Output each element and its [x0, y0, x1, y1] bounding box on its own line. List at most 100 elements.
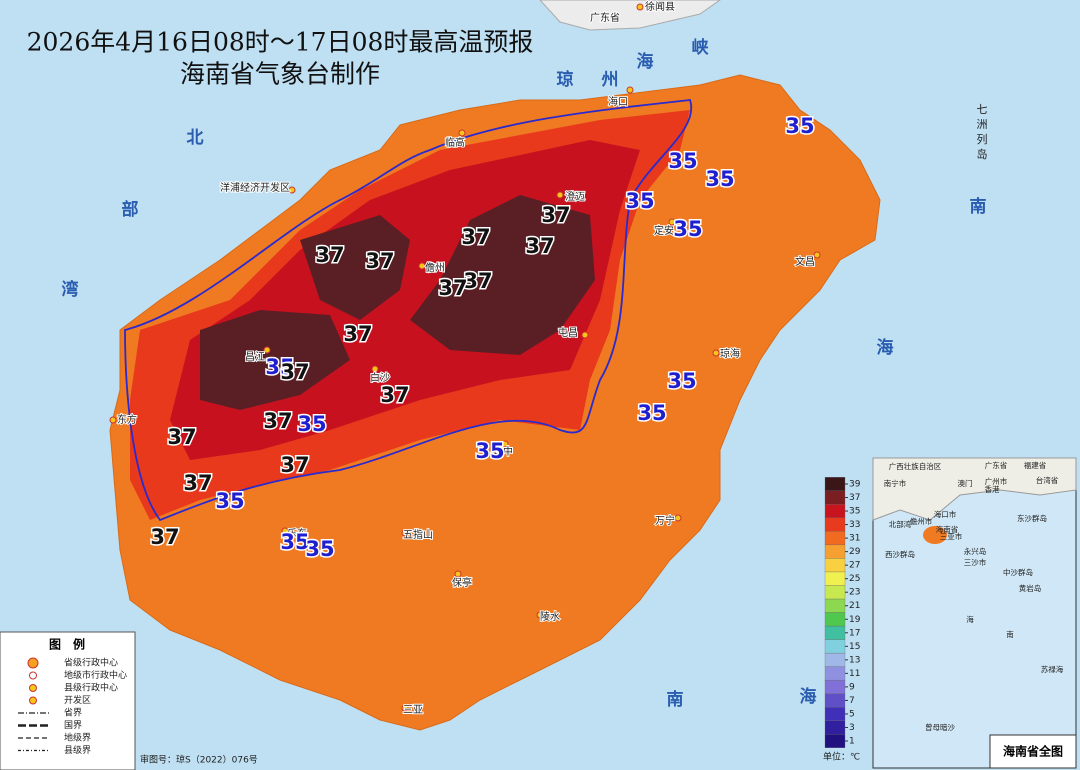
contour-label: 35 — [673, 217, 702, 241]
sea-label: 洲 — [977, 118, 988, 131]
place-label: 澄迈 — [565, 190, 585, 203]
place-label: 琼海 — [720, 347, 740, 360]
contour-label: 37 — [380, 383, 409, 407]
colorbar-label: 3 — [849, 723, 855, 733]
legend-symbol — [29, 684, 37, 692]
place-label: 广东省 — [590, 11, 620, 24]
inset-label: 海南省 — [936, 524, 959, 534]
legend-label: 省级行政中心 — [64, 657, 118, 669]
contour-line — [124, 99, 693, 522]
inset-label: 黄岩岛 — [1019, 583, 1042, 593]
contour-label: 37 — [263, 409, 292, 433]
inset-label: 广州市 — [985, 476, 1008, 486]
place-label: 临高 — [445, 136, 465, 149]
place-marker — [501, 440, 509, 448]
colorbar-label: 13 — [849, 655, 860, 665]
inset-label: 东沙群岛 — [1017, 513, 1047, 523]
contour-label: 35 — [265, 355, 294, 379]
colorbar-swatch — [824, 558, 846, 573]
place-label: 乐东 — [287, 527, 307, 540]
legend-label: 国界 — [64, 720, 82, 731]
place-label: 五指山 — [403, 528, 433, 541]
inset-land — [872, 457, 1077, 521]
colorbar-swatch — [824, 720, 846, 735]
colorbar-swatch — [824, 734, 846, 748]
contour-label: 35 — [215, 489, 244, 513]
region-39 — [410, 195, 595, 355]
inset-label: 海口市 — [934, 509, 957, 519]
place-label: 洋浦经济开发区 — [220, 181, 290, 194]
contour-label: 37 — [167, 425, 196, 449]
place-label: 海口 — [608, 95, 628, 108]
inset-hainan — [923, 526, 947, 544]
place-marker — [458, 129, 466, 137]
contour-label: 37 — [150, 525, 179, 549]
place-marker — [288, 186, 296, 194]
colorbar-swatch — [824, 517, 846, 532]
colorbar-label: 29 — [849, 547, 861, 557]
colorbar-label: 1 — [849, 737, 855, 747]
place-label: 文昌 — [795, 255, 815, 268]
inset-label: 广东省 — [985, 460, 1008, 470]
inset-label: 西沙群岛 — [885, 549, 915, 559]
legend-label: 县级界 — [64, 744, 91, 756]
contour-label: 35 — [667, 369, 696, 393]
colorbar-swatch — [824, 544, 846, 559]
inset-label: 南宁市 — [884, 478, 907, 488]
inset-label: 澳门 — [958, 478, 973, 488]
sea-label: 海 — [800, 686, 817, 707]
inset-label: 三沙市 — [964, 557, 987, 567]
colorbar-label: 17 — [849, 628, 860, 638]
place-marker — [454, 570, 462, 578]
place-marker — [401, 529, 409, 537]
sea-label: 海 — [637, 51, 654, 72]
legend-symbol — [29, 696, 37, 705]
region-39 — [300, 215, 410, 320]
contour-label: 35 — [785, 114, 814, 138]
colorbar-label: 33 — [849, 520, 860, 530]
inset-label: 香港 — [985, 484, 1000, 494]
contour-label: 37 — [541, 203, 570, 227]
contour-label: 37 — [365, 249, 394, 273]
colorbar-swatch — [824, 585, 846, 600]
place-label: 定安 — [654, 224, 674, 237]
contour-label: 37 — [183, 471, 212, 495]
place-label: 万宁 — [655, 514, 675, 527]
inset-label: 广西壮族自治区 — [889, 461, 942, 471]
colorbar-swatch — [824, 707, 846, 721]
unit-label: 单位：℃ — [823, 751, 860, 763]
place-label: 昌江 — [245, 351, 265, 363]
contour-label: 37 — [438, 276, 467, 300]
contour-label: 35 — [305, 537, 334, 561]
inset-label: 南 — [1006, 629, 1014, 639]
legend-label: 省界 — [64, 707, 82, 719]
place-label: 白沙 — [370, 371, 390, 384]
legend-label: 开发区 — [64, 694, 91, 706]
mainland — [539, 0, 721, 31]
place-label: 三亚 — [403, 705, 423, 716]
place-marker — [536, 611, 544, 619]
colorbar-swatch — [824, 652, 846, 667]
sea-label: 岛 — [977, 147, 988, 161]
inset-label: 儋州市 — [910, 516, 933, 526]
place-marker — [556, 191, 564, 199]
inset-title-box — [989, 734, 1077, 769]
legend-symbol — [29, 671, 37, 680]
sea-label: 部 — [122, 199, 139, 220]
colorbar-swatch — [824, 612, 846, 627]
sea-label: 琼 — [557, 69, 574, 90]
legend-label: 县级行政中心 — [64, 682, 118, 694]
colorbar-label: 31 — [849, 534, 860, 544]
place-label: 陵水 — [540, 611, 560, 623]
contour-label: 35 — [475, 439, 504, 463]
colorbar-swatch — [824, 504, 846, 518]
sea-label: 海 — [877, 337, 894, 358]
place-marker — [668, 218, 676, 226]
colorbar-swatch — [824, 693, 846, 708]
legend-label: 地级界 — [64, 732, 91, 744]
colorbar-label: 25 — [849, 574, 860, 584]
colorbar-swatch — [824, 666, 846, 681]
sea-label: 北 — [187, 128, 204, 148]
contour-label: 37 — [280, 453, 309, 477]
colorbar-label: 23 — [849, 588, 860, 598]
